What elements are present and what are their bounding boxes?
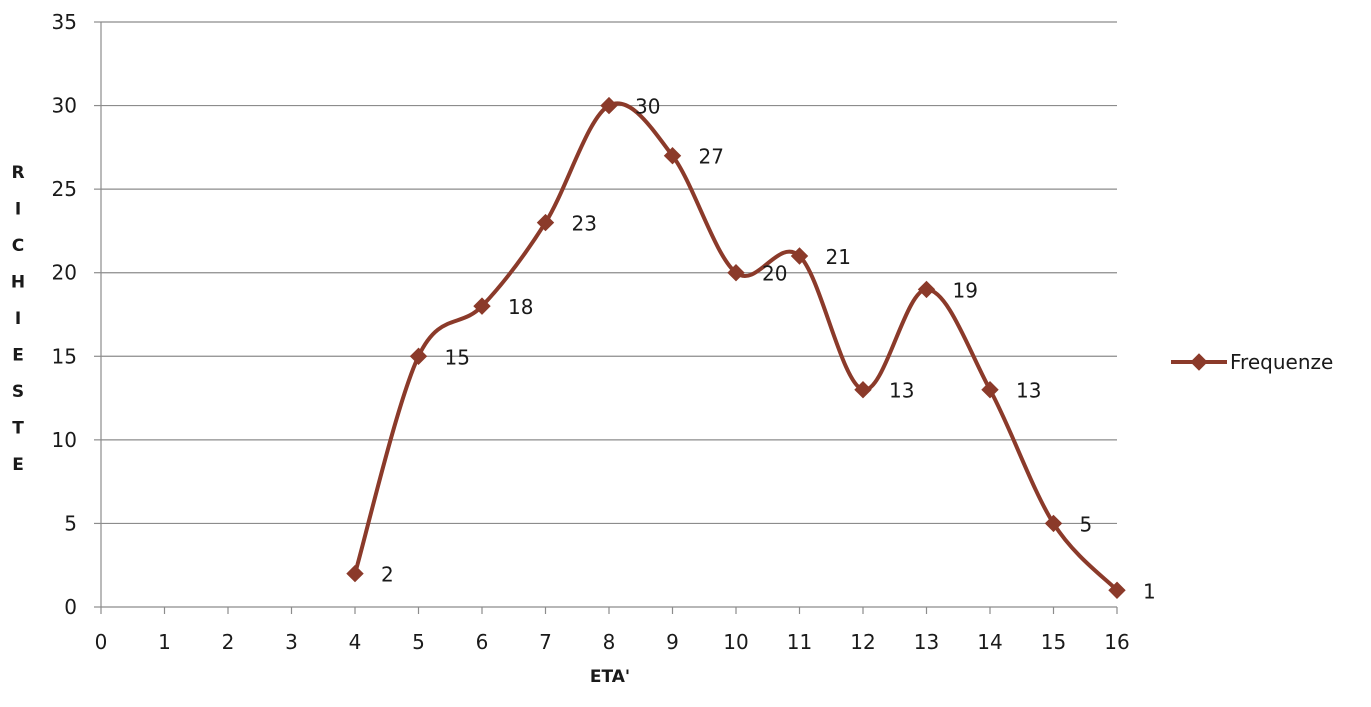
x-tick-label: 9 [666, 630, 679, 654]
data-point-marker [600, 96, 618, 115]
x-tick-label: 5 [412, 630, 425, 654]
x-tick-label: 8 [603, 630, 616, 654]
data-label: 15 [445, 345, 470, 369]
data-point-marker [536, 213, 555, 232]
x-tick-label: 12 [850, 630, 875, 654]
x-tick-label: 7 [539, 630, 552, 654]
x-tick-label: 13 [914, 630, 939, 654]
x-tick-label: 6 [476, 630, 489, 654]
x-tick-label: 2 [222, 630, 235, 654]
data-label: 1 [1143, 579, 1156, 603]
data-point-marker [473, 297, 491, 315]
data-point-marker [1044, 514, 1063, 533]
y-tick-label: 5 [64, 511, 77, 535]
legend-label-frequenze: Frequenze [1230, 350, 1333, 374]
x-tick-label: 10 [723, 630, 748, 654]
y-tick-label: 35 [52, 10, 77, 34]
x-tick-label: 4 [349, 630, 362, 654]
y-tick-label: 10 [52, 428, 77, 452]
x-tick-label: 14 [977, 630, 1002, 654]
data-label: 23 [572, 212, 597, 236]
data-point-marker [981, 381, 999, 399]
data-label: 20 [762, 262, 787, 286]
data-point-marker [917, 280, 936, 299]
x-tick-label: 11 [787, 630, 812, 654]
data-label: 18 [508, 295, 533, 319]
y-tick-label: 0 [64, 595, 77, 619]
data-point-marker [727, 264, 745, 282]
data-point-marker [346, 564, 364, 583]
data-point-marker [790, 247, 809, 265]
data-label: 5 [1080, 512, 1093, 536]
data-labels: 2 15 18 23 30 27 20 21 13 19 13 5 1 [381, 95, 1156, 604]
legend: Frequenze [1171, 350, 1333, 374]
y-tick-label: 20 [52, 261, 77, 285]
x-tick-label: 16 [1104, 630, 1129, 654]
data-label: 19 [953, 278, 978, 302]
x-axis-title: ETA' [590, 667, 630, 687]
x-tick-label: 15 [1041, 630, 1066, 654]
data-point-marker [1108, 581, 1126, 599]
axis-titles: ETA' R I C H I E S T E [11, 163, 630, 687]
series-frequenze [346, 96, 1126, 599]
data-label: 13 [1016, 379, 1041, 403]
legend-marker-frequenze [1190, 353, 1208, 371]
y-tick-label: 25 [52, 177, 77, 201]
data-point-marker [663, 147, 682, 165]
data-label: 2 [381, 563, 394, 587]
data-label: 27 [699, 145, 724, 169]
x-tick-label: 3 [285, 630, 298, 654]
data-point-marker [409, 347, 428, 365]
data-point-marker [854, 381, 872, 399]
y-tick-label: 15 [52, 344, 77, 368]
data-label: 21 [826, 245, 851, 269]
y-tick-label: 30 [52, 94, 77, 118]
x-tick-label: 1 [158, 630, 171, 654]
x-tick-label: 0 [95, 630, 108, 654]
data-label: 13 [889, 379, 914, 403]
data-label: 30 [635, 95, 660, 119]
